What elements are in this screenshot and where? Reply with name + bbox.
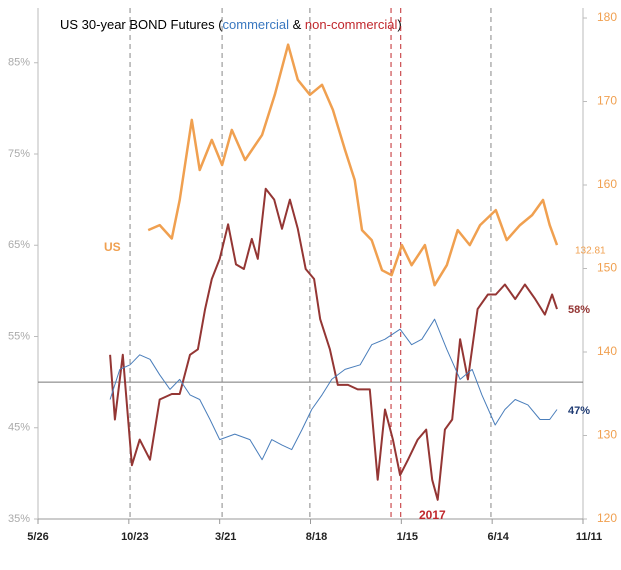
series-line <box>109 318 558 461</box>
x-tick-label: 11/11 <box>576 531 602 543</box>
y2-tick-label: 150 <box>597 261 617 275</box>
series-line <box>147 43 559 287</box>
x-tick-label: 5/26 <box>27 531 48 543</box>
annotation: 2017 <box>419 508 446 522</box>
y-tick-label: 85% <box>8 57 30 69</box>
title-part: US 30-year BOND Futures ( <box>60 17 223 32</box>
title-part: non-commercial <box>305 17 398 32</box>
series-line <box>109 187 558 501</box>
x-tick-label: 3/21 <box>215 531 236 543</box>
y-tick-label: 45% <box>8 422 30 434</box>
title-part: ) <box>397 17 401 32</box>
x-tick-label: 1/15 <box>397 531 418 543</box>
y-tick-label: 75% <box>8 148 30 160</box>
y2-tick-label: 130 <box>597 428 617 442</box>
y2-tick-label: 120 <box>597 511 617 525</box>
y-tick-label: 65% <box>8 239 30 251</box>
y-tick-label: 55% <box>8 330 30 342</box>
title-part: commercial <box>223 17 290 32</box>
x-tick-label: 10/23 <box>121 531 149 543</box>
annotation: 132.81 <box>575 246 606 257</box>
annotation: 58% <box>568 304 590 316</box>
y2-tick-label: 160 <box>597 177 617 191</box>
y-tick-label: 35% <box>8 513 30 525</box>
x-tick-label: 6/14 <box>487 531 509 543</box>
y2-tick-label: 180 <box>597 10 617 24</box>
annotation: US <box>104 240 121 254</box>
x-tick-label: 8/18 <box>306 531 327 543</box>
annotation: 47% <box>568 405 590 417</box>
title-part: & <box>289 17 305 32</box>
y2-tick-label: 140 <box>597 344 617 358</box>
y2-tick-label: 170 <box>597 94 617 108</box>
chart-title: US 30-year BOND Futures (commercial & no… <box>60 17 402 32</box>
